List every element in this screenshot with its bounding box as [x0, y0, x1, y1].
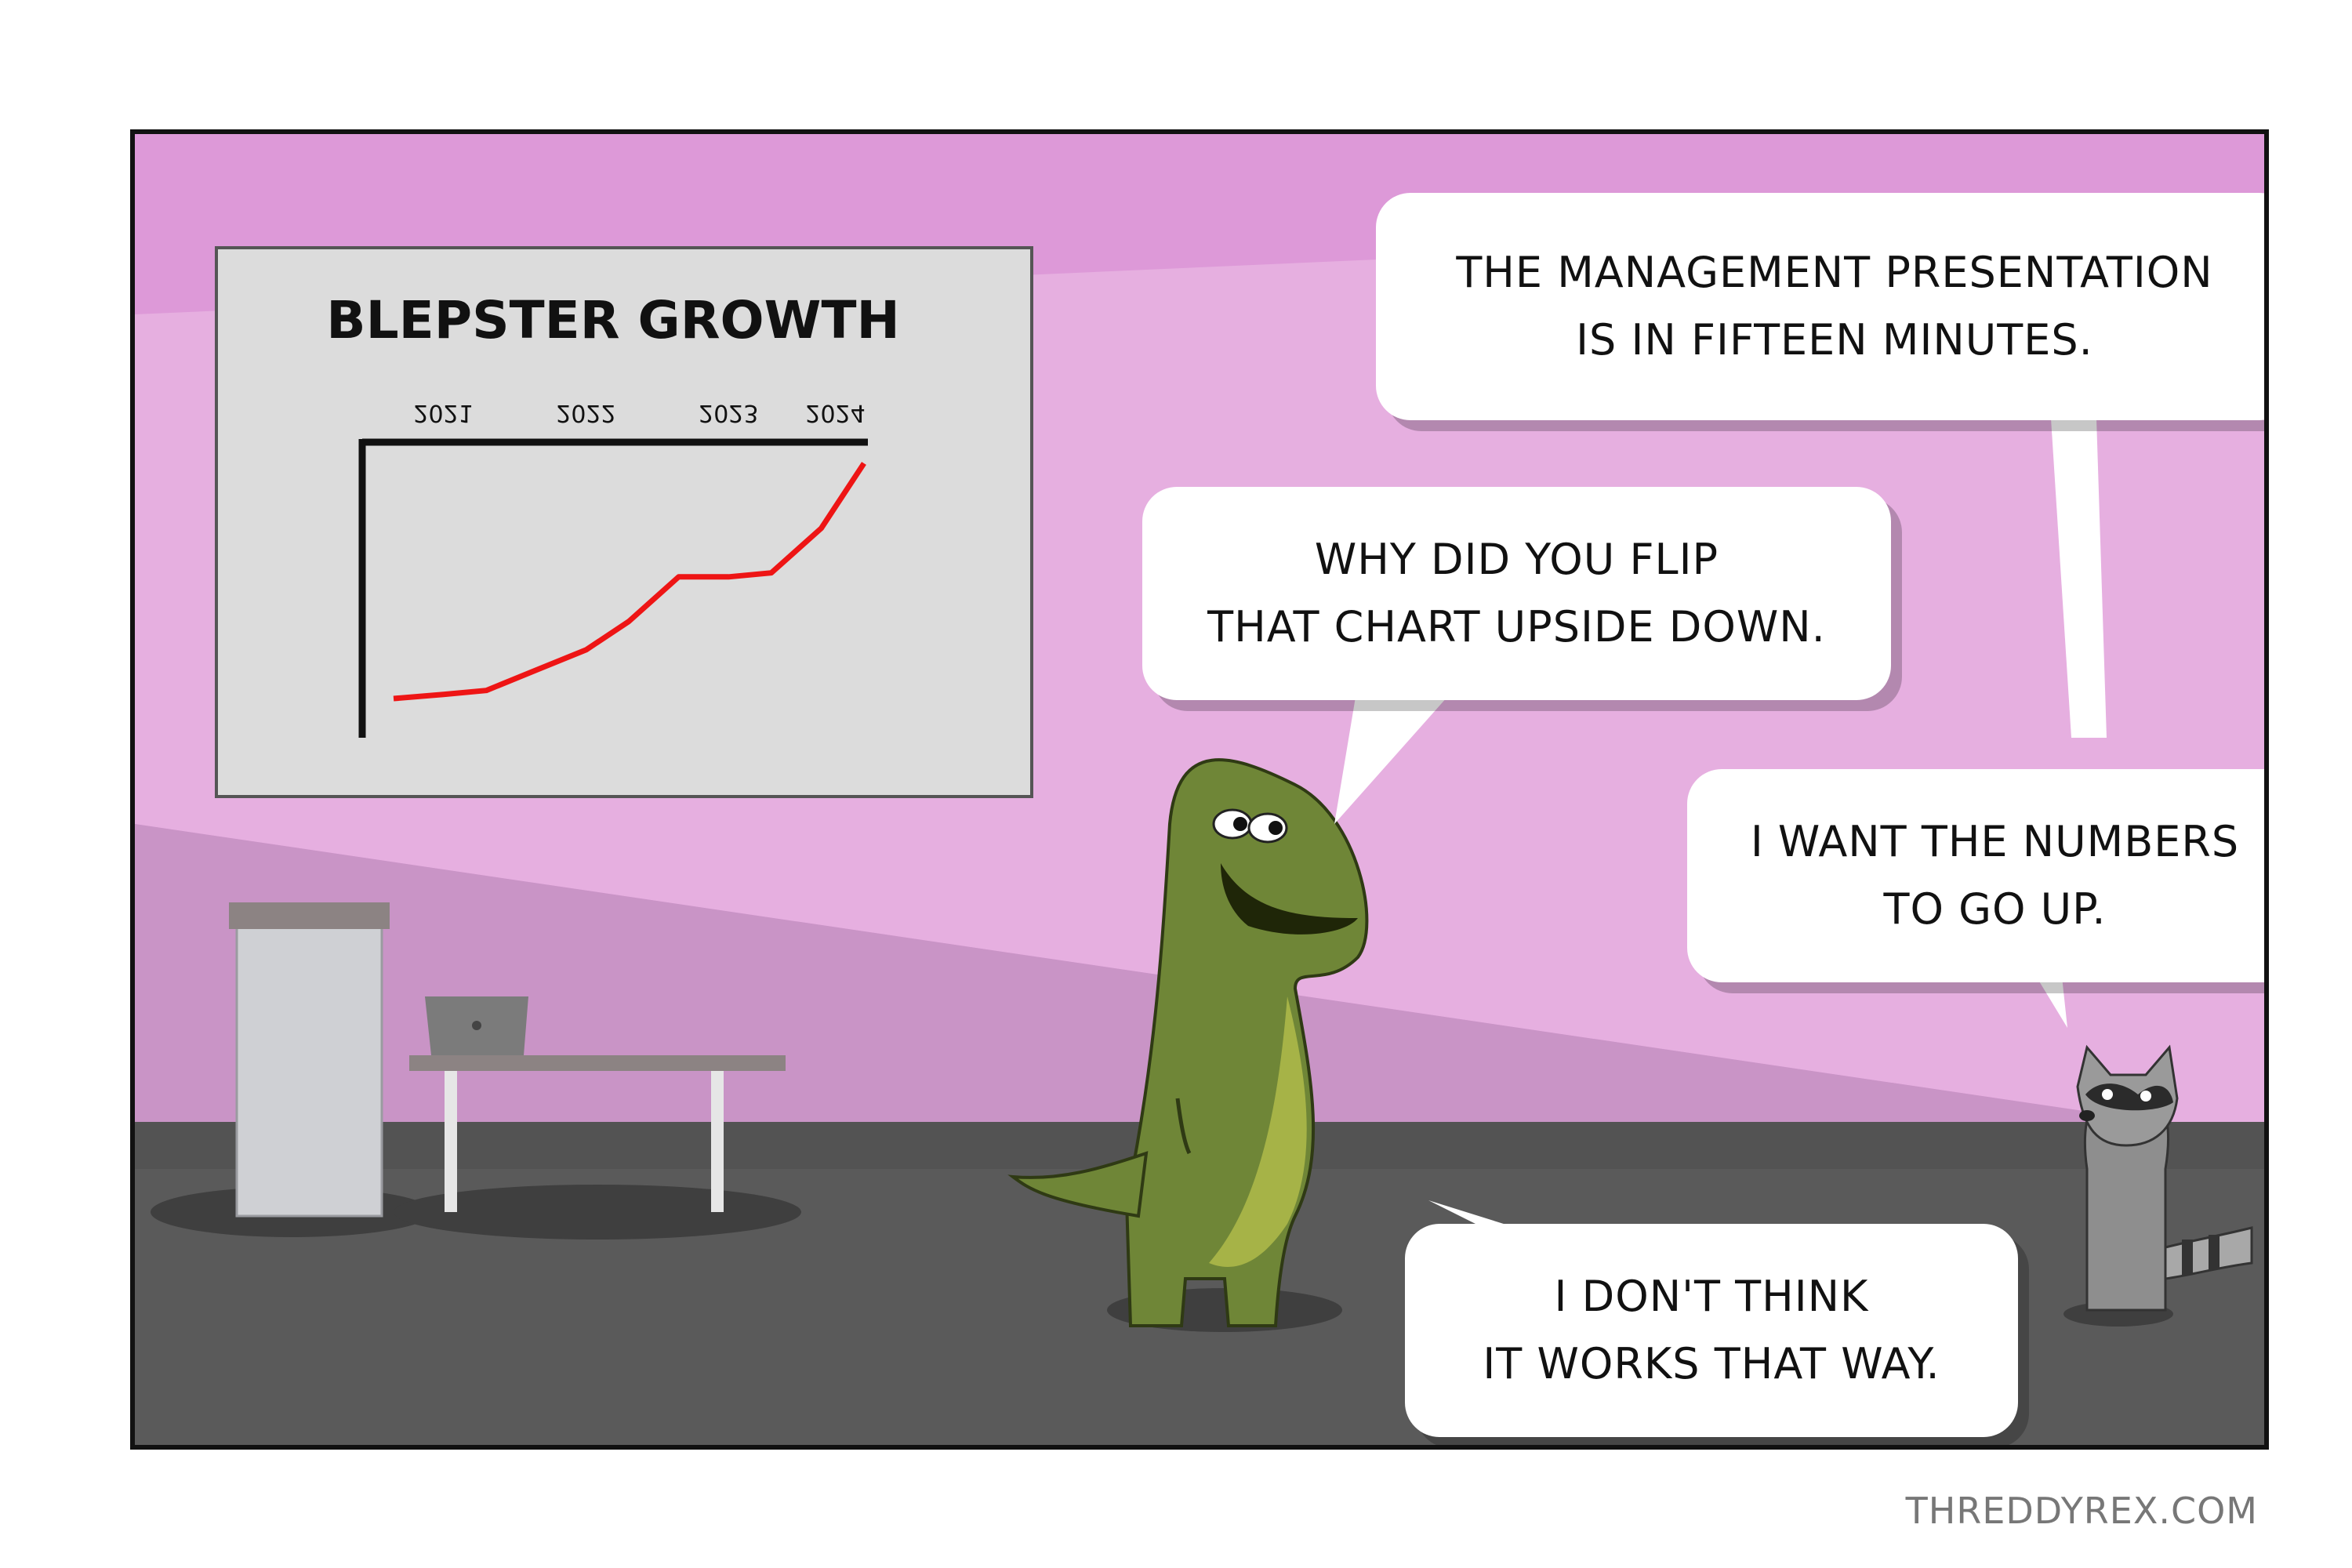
chart-title: BLEPSTER GROWTH — [326, 290, 899, 350]
speech-bubble-dino-2: I DON'T THINK IT WORKS THAT WAY. — [1405, 1224, 2018, 1437]
speech-bubble-raccoon-2: I WANT THE NUMBERS TO GO UP. — [1687, 769, 2264, 982]
chart-tick-labels: 2021 2022 2023 2024 — [413, 399, 865, 426]
chart-tick-text: 2024 — [805, 399, 865, 426]
chart-tick-label-2023: 2023 — [699, 399, 758, 426]
whiteboard: BLEPSTER GROWTH 2021 2022 2023 2024 — [215, 246, 1033, 798]
site-credit: THREDDYREX.COM — [1905, 1490, 2258, 1532]
chart-series-line — [393, 462, 866, 702]
speech-bubble-dino-1: WHY DID YOU FLIP THAT CHART UPSIDE DOWN. — [1142, 487, 1891, 700]
chart-tick-text: 2023 — [699, 399, 758, 426]
raccoon-character — [2063, 1044, 2253, 1327]
comic-panel: BLEPSTER GROWTH 2021 2022 2023 2024 — [130, 129, 2269, 1450]
chart-tick-text: 2022 — [556, 399, 615, 426]
speech-bubble-raccoon-1: THE MANAGEMENT PRESENTATION IS IN FIFTEE… — [1376, 193, 2264, 420]
dinosaur-character — [1007, 758, 1369, 1332]
desk — [394, 996, 801, 1240]
chart-tick-text: 2021 — [413, 399, 473, 426]
filing-cabinet — [151, 902, 433, 1237]
whiteboard-surface — [215, 246, 1033, 798]
chart-tick-label-2022: 2022 — [556, 399, 615, 426]
chart-tick-label-2021: 2021 — [413, 399, 473, 426]
chart-tick-label-2024: 2024 — [805, 399, 865, 426]
